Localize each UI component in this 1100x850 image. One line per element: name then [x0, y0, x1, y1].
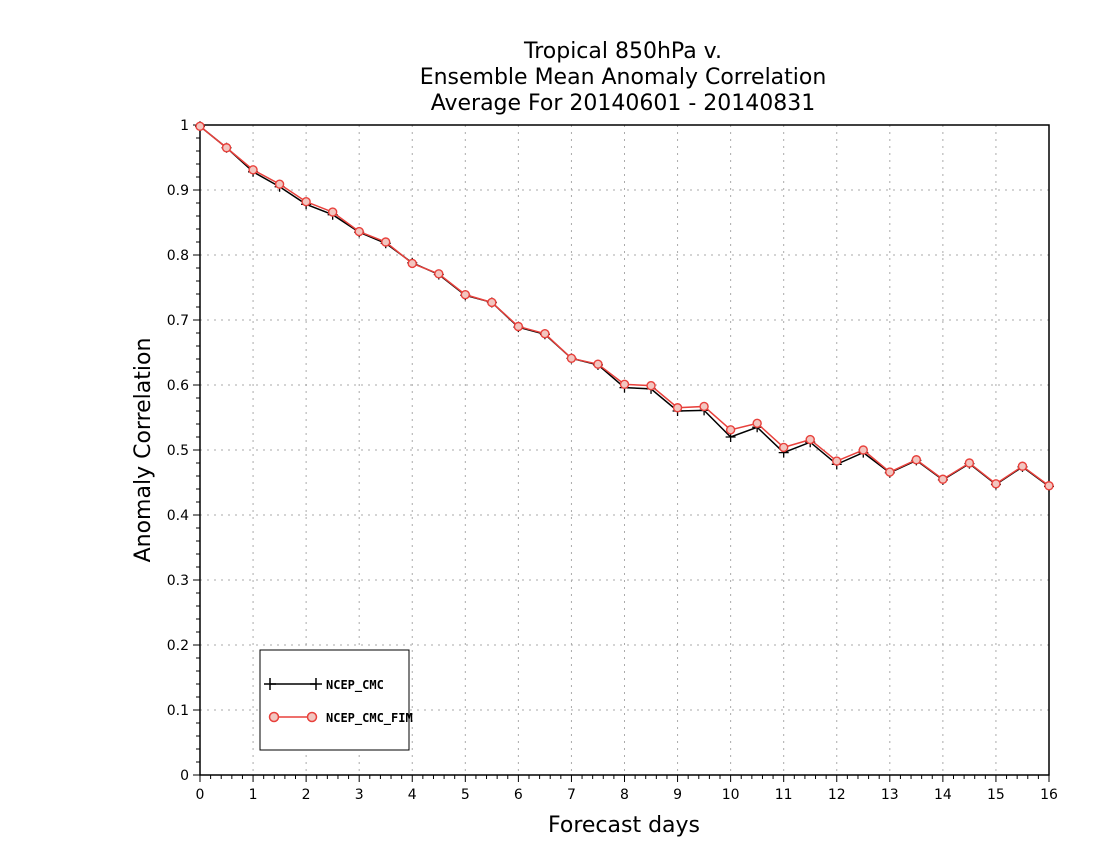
- series-layer: [195, 121, 1054, 492]
- legend-label-ncep-cmc-fim: NCEP_CMC_FIM: [326, 711, 413, 726]
- legend-circle-marker-right: [306, 711, 318, 723]
- x-tick-label: 10: [722, 787, 740, 803]
- y-tick-labels: 0 0.1 0.2 0.3 0.4 0.5 0.6 0.7 0.8 0.9 1: [167, 118, 189, 784]
- x-tick-label: 11: [775, 787, 793, 803]
- data-point-circle: [301, 196, 311, 207]
- grid-lines: [200, 125, 1049, 775]
- y-tick-label: 0.1: [167, 703, 189, 719]
- data-point-circle: [195, 121, 205, 132]
- x-tick-label: 7: [567, 787, 576, 803]
- x-tick-label: 4: [408, 787, 417, 803]
- data-point-circle: [646, 380, 656, 391]
- data-point-circle: [407, 258, 417, 269]
- x-tick-label: 16: [1040, 787, 1058, 803]
- data-point-circle: [540, 328, 550, 339]
- data-point-circle: [1044, 481, 1054, 491]
- data-point-circle: [752, 418, 762, 429]
- x-tick-label: 2: [302, 787, 311, 803]
- y-tick-label: 0.6: [167, 378, 189, 394]
- data-point-circle: [248, 165, 258, 175]
- legend-plus-marker-right: [310, 678, 322, 690]
- x-tick-label: 15: [987, 787, 1005, 803]
- series-ncep-cmc-fim: [195, 121, 1054, 491]
- data-point-circle: [778, 442, 789, 453]
- data-point-circle: [911, 455, 922, 465]
- data-point-circle: [885, 467, 895, 477]
- y-tick-label: 0.7: [167, 313, 189, 329]
- title-line-1: Tropical 850hPa v.: [523, 39, 722, 64]
- series-line: [199, 125, 1050, 487]
- x-tick-label: 5: [461, 787, 470, 803]
- x-tick-label: 6: [514, 787, 523, 803]
- data-point-circle: [274, 179, 285, 189]
- data-point-circle: [513, 321, 524, 332]
- data-point-circle: [672, 403, 683, 413]
- y-tick-label: 1: [180, 118, 189, 134]
- legend-circle-marker-left: [268, 711, 280, 723]
- data-point-circle: [381, 237, 391, 247]
- x-tick-label: 8: [620, 787, 629, 803]
- series-line: [199, 125, 1050, 488]
- data-point-circle: [699, 401, 709, 412]
- data-point-circle: [964, 458, 975, 468]
- data-point-circle: [619, 379, 630, 390]
- x-tick-label: 3: [355, 787, 364, 803]
- data-point-circle: [566, 353, 577, 364]
- x-tick-label: 0: [196, 787, 205, 803]
- data-point-circle: [221, 143, 232, 153]
- data-point-circle: [327, 207, 338, 217]
- legend-plus-marker-left: [264, 678, 276, 690]
- x-tick-label: 9: [673, 787, 682, 803]
- data-point-circle: [487, 297, 497, 308]
- title-line-3: Average For 20140601 - 20140831: [431, 91, 816, 116]
- x-tick-label: 14: [934, 787, 952, 803]
- chart-title: Tropical 850hPa v. Ensemble Mean Anomaly…: [420, 39, 827, 116]
- y-tick-label: 0.3: [167, 573, 189, 589]
- data-point-circle: [991, 479, 1001, 489]
- data-point-circle: [1017, 461, 1028, 471]
- y-tick-label: 0: [180, 768, 189, 784]
- title-line-2: Ensemble Mean Anomaly Correlation: [420, 65, 827, 90]
- y-tick-label: 0.5: [167, 443, 189, 459]
- x-tick-labels: 0 1 2 3 4 5 6 7 8 9 10 11 12 13 14 15 16: [196, 787, 1058, 803]
- data-point-circle: [938, 474, 948, 484]
- y-tick-label: 0.8: [167, 248, 189, 264]
- data-point-circle: [354, 226, 364, 237]
- data-point-circle: [805, 434, 815, 445]
- legend-entry-ncep-cmc-fim: NCEP_CMC_FIM: [268, 711, 413, 726]
- y-tick-label: 0.4: [167, 508, 189, 524]
- series-ncep-cmc: [195, 121, 1054, 492]
- x-tick-label: 13: [881, 787, 899, 803]
- legend-box: [259, 649, 410, 751]
- data-point-circle: [460, 289, 471, 300]
- data-point-circle: [434, 269, 444, 279]
- legend-label-ncep-cmc: NCEP_CMC: [326, 678, 384, 693]
- data-point-circle: [593, 359, 603, 369]
- data-point-circle: [725, 425, 736, 435]
- x-tick-label: 12: [828, 787, 846, 803]
- legend-entry-ncep-cmc: NCEP_CMC: [264, 678, 384, 693]
- data-point-circle: [858, 445, 868, 455]
- axis-ticks: [193, 124, 1050, 782]
- y-tick-label: 0.9: [167, 183, 189, 199]
- y-tick-label: 0.2: [167, 638, 189, 654]
- x-tick-label: 1: [249, 787, 258, 803]
- data-point-circle: [832, 456, 842, 466]
- legend: NCEP_CMC NCEP_CMC_FIM: [259, 649, 413, 751]
- x-axis-label: Forecast days: [548, 813, 700, 838]
- y-axis-label: Anomaly Correlation: [131, 338, 156, 563]
